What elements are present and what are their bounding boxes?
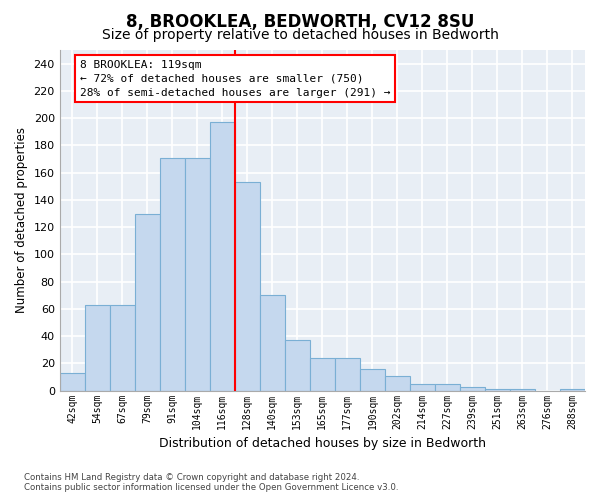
Bar <box>285 340 310 390</box>
Bar <box>335 358 360 390</box>
Text: Size of property relative to detached houses in Bedworth: Size of property relative to detached ho… <box>101 28 499 42</box>
Text: 8, BROOKLEA, BEDWORTH, CV12 8SU: 8, BROOKLEA, BEDWORTH, CV12 8SU <box>126 12 474 30</box>
X-axis label: Distribution of detached houses by size in Bedworth: Distribution of detached houses by size … <box>159 437 486 450</box>
Bar <box>260 296 285 390</box>
Bar <box>210 122 235 390</box>
Bar <box>410 384 435 390</box>
Bar <box>460 386 485 390</box>
Bar <box>160 158 185 390</box>
Bar <box>360 369 385 390</box>
Text: Contains HM Land Registry data © Crown copyright and database right 2024.
Contai: Contains HM Land Registry data © Crown c… <box>24 473 398 492</box>
Bar <box>59 373 85 390</box>
Bar <box>435 384 460 390</box>
Y-axis label: Number of detached properties: Number of detached properties <box>15 128 28 314</box>
Bar <box>235 182 260 390</box>
Text: 8 BROOKLEA: 119sqm
← 72% of detached houses are smaller (750)
28% of semi-detach: 8 BROOKLEA: 119sqm ← 72% of detached hou… <box>80 60 390 98</box>
Bar <box>385 376 410 390</box>
Bar <box>185 158 210 390</box>
Bar <box>135 214 160 390</box>
Bar <box>310 358 335 390</box>
Bar <box>85 305 110 390</box>
Bar <box>110 305 135 390</box>
